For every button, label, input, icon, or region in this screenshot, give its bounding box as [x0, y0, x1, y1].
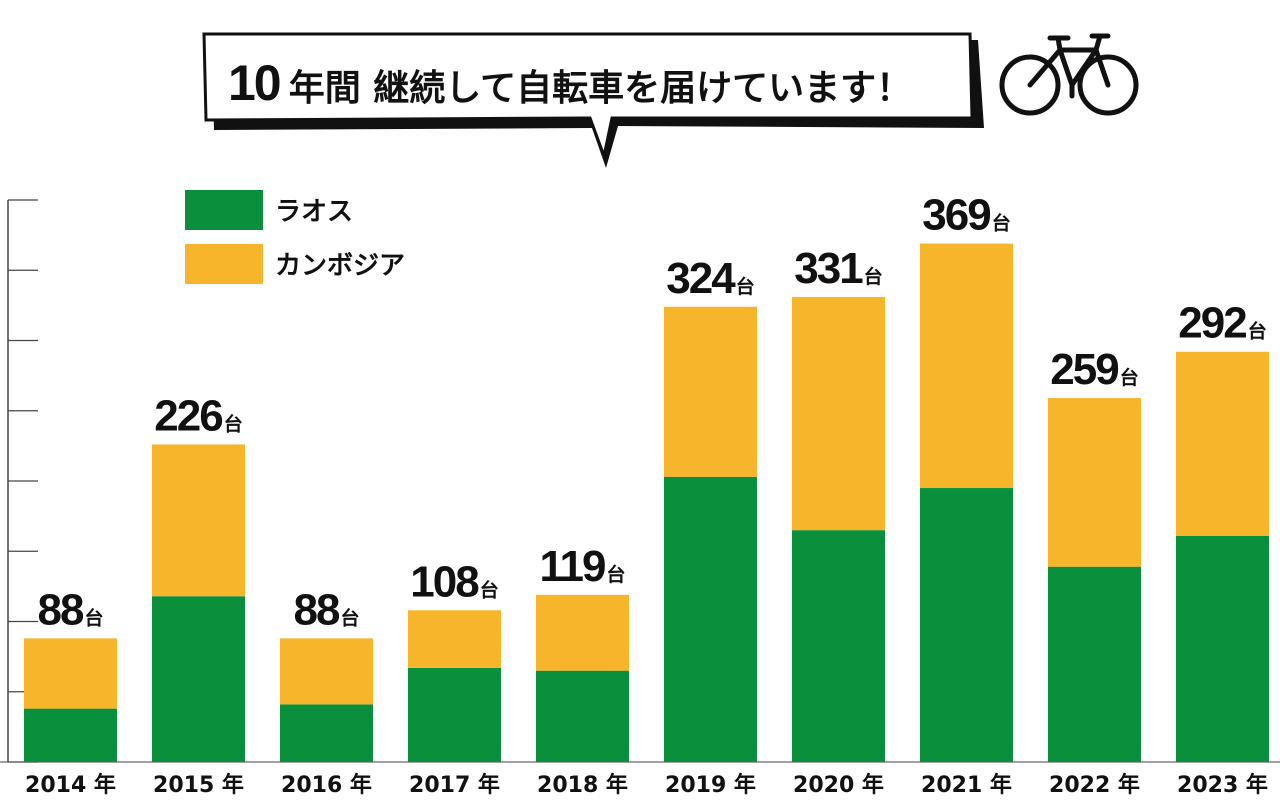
title-number: 10	[228, 55, 280, 111]
title-bubble: 10 年間 継続して自転車を届けています！	[202, 32, 984, 168]
legend-swatch-cambodia	[185, 244, 263, 284]
x-tick-label: 2023 年	[1177, 772, 1268, 798]
bar-laos	[792, 530, 885, 762]
bar-laos	[920, 488, 1013, 762]
total-unit: 台	[736, 275, 755, 298]
bar-laos	[1176, 535, 1269, 762]
x-tick-label: 2020 年	[793, 772, 884, 798]
x-tick-label: 2019 年	[665, 772, 756, 798]
bar-cambodia	[152, 444, 245, 597]
bar-cambodia	[24, 638, 117, 709]
bar-cambodia	[408, 610, 501, 668]
bar-laos	[664, 476, 757, 762]
x-tick-label: 2014 年	[25, 772, 116, 798]
total-value: 369	[922, 191, 990, 240]
bar-cambodia	[536, 594, 629, 671]
total-unit: 台	[224, 412, 243, 435]
total-unit: 台	[606, 563, 625, 586]
total-value: 108	[410, 557, 479, 606]
x-tick-label: 2015 年	[153, 772, 244, 798]
title-bubble-box	[202, 32, 974, 162]
bar-cambodia	[1048, 398, 1141, 567]
total-unit: 台	[480, 578, 499, 601]
total-unit: 台	[84, 606, 103, 629]
total-label: 88 台	[294, 585, 360, 634]
total-label: 88 台	[38, 585, 104, 634]
total-value: 259	[1050, 345, 1118, 394]
legend-label-laos: ラオス	[275, 197, 353, 227]
bar-cambodia	[280, 638, 373, 705]
bar-cambodia	[1176, 351, 1269, 536]
chart-title: 10 年間 継続して自転車を届けています！	[228, 55, 912, 111]
total-label: 292 台	[1178, 299, 1266, 348]
x-axis-labels: 2014 年 2015 年 2016 年 2017 年 2018 年 2019 年 2020…	[25, 772, 1268, 798]
bar-cambodia	[792, 296, 885, 531]
total-label: 331 台	[794, 244, 882, 293]
bar-laos	[1048, 566, 1141, 762]
bars	[24, 243, 1269, 762]
legend-label-cambodia: カンボジア	[275, 251, 405, 281]
total-value: 88	[294, 585, 340, 634]
total-label: 259 台	[1050, 345, 1138, 394]
total-label: 119 台	[540, 542, 626, 591]
total-value: 119	[540, 542, 606, 591]
title-text: 年間 継続して自転車を届けています！	[289, 68, 912, 109]
total-label: 369 台	[922, 191, 1010, 240]
x-tick-label: 2022 年	[1049, 772, 1140, 798]
total-label: 226 台	[154, 391, 242, 440]
bar-cambodia	[664, 306, 757, 477]
x-tick-label: 2017 年	[409, 772, 500, 798]
x-tick-label: 2021 年	[921, 772, 1012, 798]
total-value: 226	[154, 391, 222, 440]
bar-laos	[408, 667, 501, 762]
total-value: 331	[794, 244, 863, 293]
bicycle-icon	[999, 33, 1139, 116]
total-unit: 台	[864, 265, 883, 288]
total-value: 88	[38, 585, 84, 634]
bar-laos	[536, 670, 629, 762]
x-tick-label: 2016 年	[281, 772, 372, 798]
total-unit: 台	[1120, 366, 1139, 389]
total-unit: 台	[340, 606, 359, 629]
total-unit: 台	[1248, 320, 1267, 343]
bar-laos	[280, 704, 373, 762]
x-tick-label: 2018 年	[537, 772, 628, 798]
total-label: 324 台	[666, 254, 754, 303]
legend-swatch-laos	[185, 190, 263, 230]
total-value: 324	[666, 254, 736, 303]
total-label: 108 台	[410, 557, 498, 606]
total-value: 292	[1178, 299, 1246, 348]
total-unit: 台	[992, 212, 1011, 235]
bar-laos	[24, 708, 117, 762]
bar-laos	[152, 596, 245, 762]
bar-cambodia	[920, 243, 1013, 489]
legend: ラオス カンボジア	[185, 190, 405, 284]
